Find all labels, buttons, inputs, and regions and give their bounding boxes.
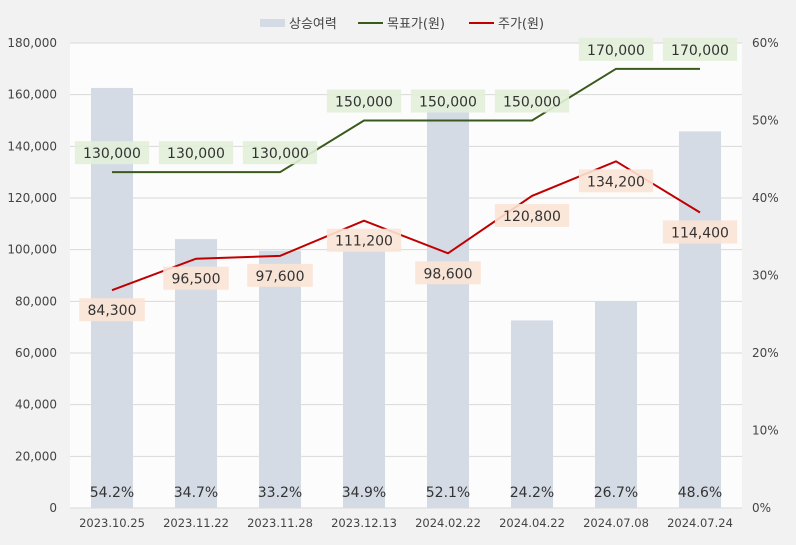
data-label-bg [578, 37, 654, 61]
x-tick-label: 2023.10.25 [79, 516, 145, 530]
bar-data-label: 34.9% [342, 485, 386, 501]
x-tick-label: 2024.07.24 [667, 516, 733, 530]
y-left-tick-label: 60,000 [15, 346, 57, 360]
y-left-tick-label: 0 [49, 501, 57, 515]
data-label-bg [242, 141, 318, 165]
bar-upside [259, 250, 301, 508]
data-label-bg [79, 298, 145, 322]
legend-swatch-upside [260, 19, 285, 27]
data-label-bg [494, 89, 570, 113]
target-price-label: 130,000 [83, 146, 141, 162]
line-stock-price [111, 160, 701, 292]
x-tick-label: 2024.04.22 [499, 516, 565, 530]
y-left-tick-label: 80,000 [15, 294, 57, 308]
stock-price-label: 96,500 [172, 272, 221, 288]
bar-data-label: 48.6% [678, 485, 722, 501]
stock-price-label: 114,400 [671, 225, 729, 241]
y-right-tick-label: 30% [752, 269, 779, 283]
bar-upside [595, 301, 637, 508]
data-label-bg [163, 266, 229, 290]
stock-price-label: 134,200 [587, 174, 645, 190]
bar-data-label: 34.7% [174, 485, 218, 501]
y-left-tick-label: 140,000 [7, 139, 57, 153]
data-label-bg [326, 228, 402, 252]
y-left-tick-label: 100,000 [7, 243, 57, 257]
x-tick-label: 2023.11.22 [163, 516, 229, 530]
data-label-bg [247, 263, 313, 287]
target-price-label: 130,000 [167, 146, 225, 162]
line-target-price [112, 67, 700, 174]
y-left-tick-label: 40,000 [15, 398, 57, 412]
bar-data-label: 24.2% [510, 485, 554, 501]
legend-label: 목표가(원) [387, 17, 445, 32]
bar-data-label: 52.1% [426, 485, 470, 501]
y-left-tick-label: 180,000 [7, 36, 57, 50]
bar-upside [511, 320, 553, 508]
y-left-tick-label: 120,000 [7, 191, 57, 205]
target-price-label: 170,000 [587, 43, 645, 59]
y-right-tick-label: 40% [752, 191, 779, 205]
stock-price-label: 111,200 [335, 234, 393, 250]
y-right-tick-label: 0% [752, 501, 771, 515]
data-label-bg [158, 141, 234, 165]
data-label-bg [662, 220, 738, 244]
data-label-bg [415, 261, 481, 285]
legend-label: 상승여력 [289, 17, 337, 32]
target-price-label: 150,000 [419, 95, 477, 111]
legend-label: 주가(원) [498, 17, 544, 32]
bar-upside [679, 131, 721, 508]
bar-data-label: 33.2% [258, 485, 302, 501]
target-price-label: 130,000 [251, 146, 309, 162]
bar-data-label: 54.2% [90, 485, 134, 501]
target-price-label: 150,000 [335, 95, 393, 111]
stock-price-label: 97,600 [256, 269, 305, 285]
target-price-label: 150,000 [503, 95, 561, 111]
x-tick-label: 2023.11.28 [247, 516, 313, 530]
bar-upside [343, 237, 385, 508]
data-label-bg [578, 169, 654, 193]
data-label-bg [494, 203, 570, 227]
y-left-tick-label: 160,000 [7, 88, 57, 102]
y-right-tick-label: 50% [752, 114, 779, 128]
data-label-bg [326, 89, 402, 113]
x-tick-label: 2024.07.08 [583, 516, 649, 530]
data-label-bg [662, 37, 738, 61]
data-label-bg [74, 141, 150, 165]
bar-data-label: 26.7% [594, 485, 638, 501]
stock-price-label: 120,800 [503, 209, 561, 225]
y-right-tick-label: 10% [752, 424, 779, 438]
stock-price-label: 84,300 [88, 303, 137, 319]
stock-price-label: 98,600 [424, 266, 473, 282]
target-price-label: 170,000 [671, 43, 729, 59]
y-left-tick-label: 20,000 [15, 449, 57, 463]
x-tick-label: 2023.12.13 [331, 516, 397, 530]
data-label-bg [410, 89, 486, 113]
bar-upside [427, 104, 469, 508]
x-tick-label: 2024.02.22 [415, 516, 481, 530]
y-right-tick-label: 20% [752, 346, 779, 360]
y-right-tick-label: 60% [752, 36, 779, 50]
